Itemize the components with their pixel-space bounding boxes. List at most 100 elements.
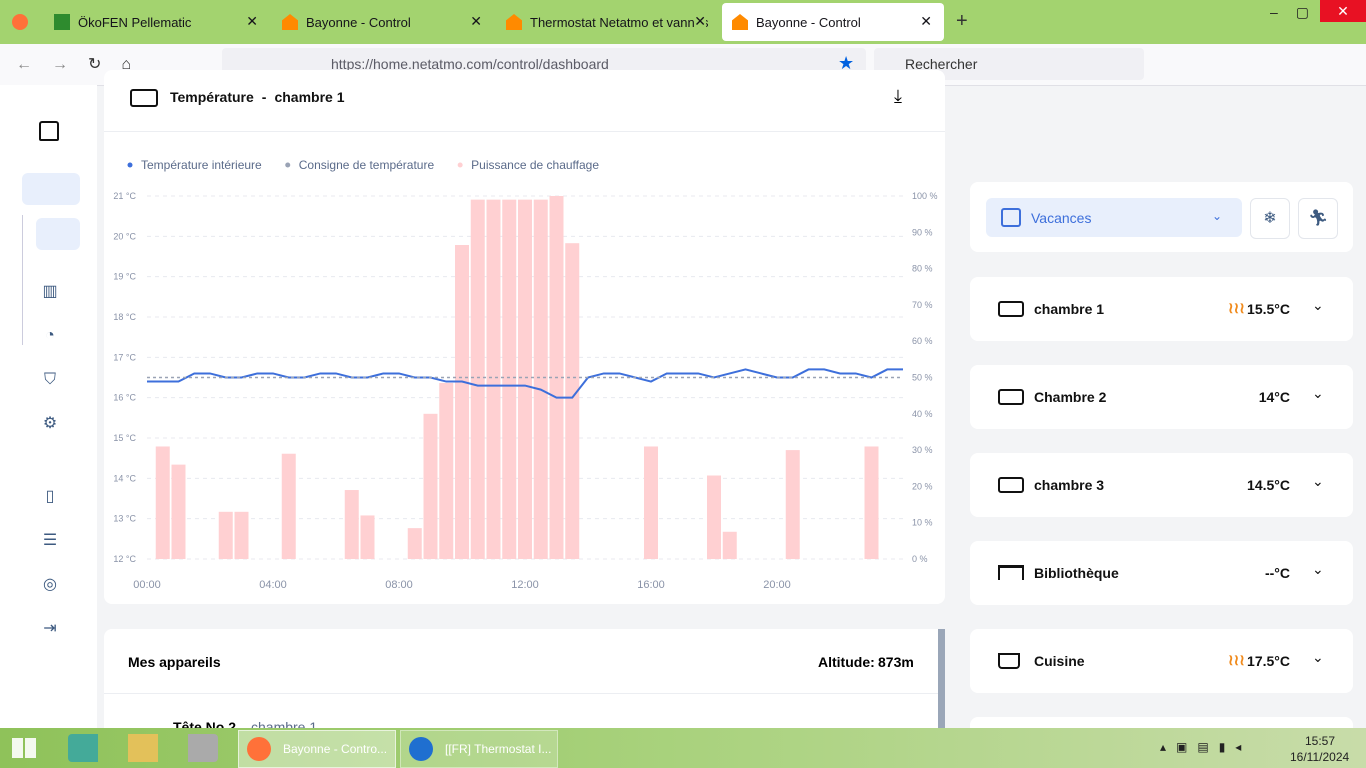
y-tick-label: 16 °C (113, 393, 136, 403)
tab[interactable]: Bayonne - Control ✕ (272, 0, 494, 44)
tab[interactable]: Thermostat Netatmo et vannes ✕ (496, 0, 718, 44)
pinned-apps[interactable] (68, 734, 218, 762)
away-button[interactable]: 🏃︎ (1298, 198, 1338, 239)
chevron: ⌄ (1312, 561, 1324, 577)
room-name: chambre 1 (1034, 301, 1105, 317)
mode-select[interactable]: Vacances ⌄ (986, 198, 1242, 237)
close-window[interactable]: ✕ (1320, 0, 1366, 22)
bar (470, 199, 485, 559)
y-tick-label: 18 °C (113, 312, 136, 322)
y2-tick-label: 0 % (912, 554, 928, 564)
y2-tick-label: 80 % (912, 264, 933, 274)
chart: 12 °C 13 °C 14 °C 15 °C 16 °C 17 °C 18 °C 19 °C… (113, 158, 938, 591)
bar (565, 243, 580, 559)
nav-icons[interactable]: ▥ ◔ ⛉ ⚙ (42, 283, 58, 432)
room-name: Chambre 2 (1034, 389, 1107, 405)
x-tick-label: 00:00 (133, 579, 161, 591)
bar (439, 382, 454, 559)
y2-tick-label: 30 % (912, 445, 933, 455)
y-tick-label: 13 °C (113, 514, 136, 524)
bar (455, 245, 469, 559)
tab-active[interactable]: Bayonne - Control ✕ (722, 3, 944, 41)
taskbar-label: [[FR] Thermostat I... (445, 742, 552, 756)
clock-time: 15:57 (1305, 734, 1336, 748)
bar (785, 450, 800, 559)
y2-tick-label: 20 % (912, 481, 933, 491)
bar (155, 446, 170, 559)
window-controls[interactable]: –▢ (1270, 4, 1328, 20)
mode-card: Vacances ⌄ ❄ 🏃︎ (970, 182, 1353, 252)
url: https://home.netatmo.com/control/dashboa… (331, 56, 609, 72)
room-name: Cuisine (1034, 653, 1085, 669)
tab-bar: ÖkoFEN Pellematic ✕ Bayonne - Control ✕ Th… (0, 0, 1366, 44)
legend-label: Consigne de température (299, 158, 435, 172)
room-icon (998, 653, 1020, 669)
devices-card: Mes appareils Altitude: 873m Tête No 2 c… (104, 629, 938, 739)
bar (707, 475, 721, 559)
nav-dashboard[interactable] (36, 218, 80, 250)
y2-tick-label: 100 % (912, 191, 938, 201)
room-temp: 14°C (1258, 389, 1290, 405)
y-tick-label: 21 °C (113, 191, 136, 201)
chevron: ⌄ (1312, 649, 1324, 665)
nav-buttons[interactable]: ←→↻⌂ (16, 56, 152, 73)
bookmark-star[interactable]: ★ (838, 53, 855, 73)
y-tick-label: 20 °C (113, 231, 136, 241)
taskbar-item[interactable]: [[FR] Thermostat I... (400, 730, 558, 768)
bar (423, 413, 438, 559)
room-icon (998, 301, 1024, 317)
room-card[interactable]: Cuisine ≀≀≀ 17.5°C ⌄ (970, 629, 1353, 693)
clock-date: 16/11/2024 (1290, 750, 1350, 764)
chevron: ⌄ (1212, 209, 1223, 223)
tab-title: Bayonne - Control (756, 14, 861, 30)
bar (722, 531, 737, 559)
y-tick-label: 15 °C (113, 433, 136, 443)
room-card[interactable]: chambre 3 14.5°C ⌄ (970, 453, 1353, 517)
devices-title: Mes appareils (128, 654, 221, 670)
bar (407, 528, 422, 559)
room-name: Bibliothèque (1034, 565, 1119, 581)
taskbar-label: Bayonne - Contro... (283, 742, 388, 756)
chevron: ⌄ (1312, 385, 1324, 401)
legend-label: Température intérieure (141, 158, 262, 172)
start-button[interactable] (12, 738, 36, 758)
bar (533, 199, 548, 559)
room-temp: 15.5°C (1247, 301, 1290, 317)
tab-title: Bayonne - Control (306, 14, 411, 30)
x-tick-label: 16:00 (637, 579, 665, 591)
y2-tick-label: 40 % (912, 409, 933, 419)
x-tick-label: 12:00 (511, 579, 539, 591)
tray-icons[interactable]: ▴▣▤▮◂ (1160, 740, 1252, 754)
nav-icons-bottom[interactable]: ▯ ☰ ◎ ⇥ (42, 488, 58, 637)
room-card[interactable]: Chambre 2 14°C ⌄ (970, 365, 1353, 429)
x-tick-label: 04:00 (259, 579, 287, 591)
room-card[interactable]: chambre 1 ≀≀≀ 15.5°C ⌄ (970, 277, 1353, 341)
legend-dot (127, 162, 133, 168)
scrollbar[interactable] (938, 629, 945, 728)
room-card[interactable]: Bibliothèque --°C ⌄ (970, 541, 1353, 605)
nav-home[interactable] (22, 173, 80, 205)
firefox-menu[interactable] (12, 14, 28, 30)
download[interactable]: ⤓ (894, 86, 902, 106)
taskbar-item[interactable]: Bayonne - Contro... (238, 730, 396, 768)
heating-icon: ≀≀≀ (1228, 652, 1245, 669)
card-sep: - (261, 89, 267, 105)
bar (644, 446, 658, 559)
x-tick-label: 08:00 (385, 579, 413, 591)
bar (171, 464, 186, 559)
y2-tick-label: 70 % (912, 300, 933, 310)
room-temp: 17.5°C (1247, 653, 1290, 669)
bar (344, 490, 359, 559)
y-tick-label: 19 °C (113, 272, 136, 282)
room-name: chambre 3 (1034, 477, 1105, 493)
home-logo[interactable] (39, 121, 59, 141)
tab-title: Thermostat Netatmo et vannes (530, 14, 709, 30)
bar (218, 511, 233, 559)
frost-button[interactable]: ❄ (1250, 198, 1290, 239)
tab[interactable]: ÖkoFEN Pellematic ✕ (44, 0, 270, 44)
new-tab[interactable]: + (956, 10, 968, 32)
taskbar: Bayonne - Contro... [[FR] Thermostat I..… (0, 728, 1366, 768)
altitude-label: Altitude: (818, 654, 875, 670)
legend-dot (457, 162, 463, 168)
y-tick-label: 14 °C (113, 473, 136, 483)
